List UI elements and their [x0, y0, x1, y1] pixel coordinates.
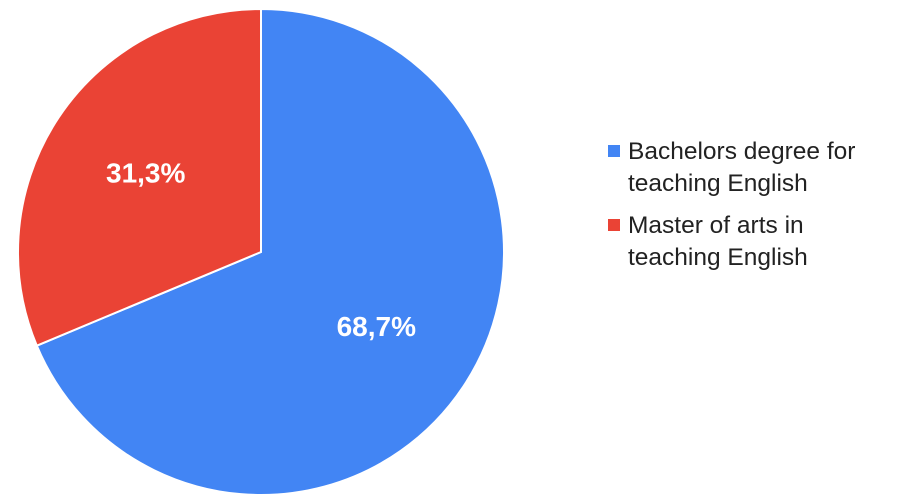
slice-bachelors [35, 7, 505, 496]
slice-label-master: 31,3% [106, 158, 185, 189]
slice-label-bachelors: 68,7% [337, 311, 416, 342]
legend-label-master: Master of arts in teaching English [628, 212, 808, 271]
legend-item-master: Master of arts in teaching English [608, 210, 898, 274]
legend-swatch-bachelors [608, 145, 620, 157]
legend-label-bachelors: Bachelors degree for teaching English [628, 138, 856, 197]
legend-swatch-master [608, 219, 620, 231]
legend-item-bachelors: Bachelors degree for teaching English [608, 136, 898, 200]
legend: Bachelors degree for teaching English Ma… [608, 136, 898, 284]
slice-master [17, 7, 262, 348]
